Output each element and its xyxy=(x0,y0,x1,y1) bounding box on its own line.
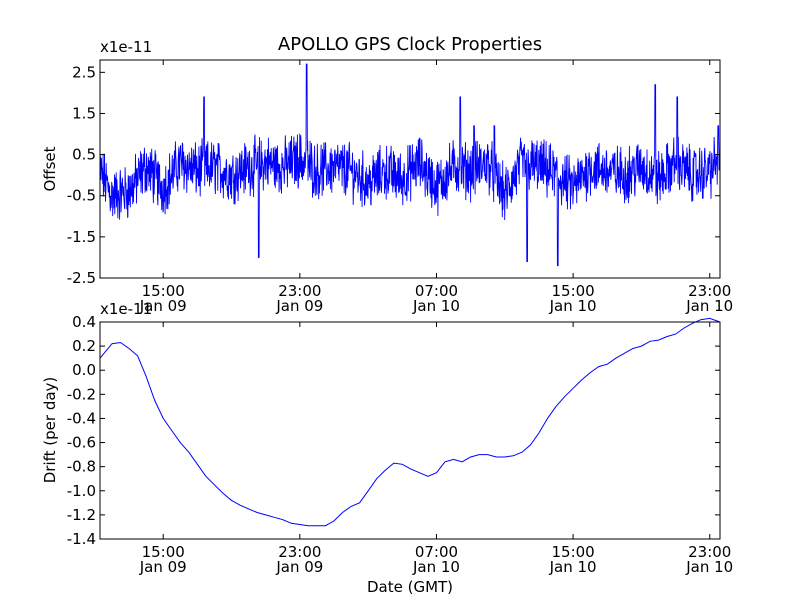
drift-xtick-date: Jan 10 xyxy=(549,558,597,576)
offset-xtick-date: Jan 09 xyxy=(139,297,187,315)
chart-title: APOLLO GPS Clock Properties xyxy=(278,34,542,55)
offset-ytick-label: 1.5 xyxy=(72,104,96,122)
drift-ytick-label: -1.0 xyxy=(67,482,96,500)
drift-series-group xyxy=(99,317,721,527)
offset-xtick-time: 15:00 xyxy=(551,282,594,300)
offset-xtick-time: 23:00 xyxy=(278,282,321,300)
drift-scale-label: x1e-11 xyxy=(100,300,152,318)
offset-scale-label: x1e-11 xyxy=(100,38,152,56)
drift-ytick-label: 0.2 xyxy=(72,337,96,355)
drift-xtick-date: Jan 10 xyxy=(412,558,460,576)
drift-axes-frame xyxy=(99,321,721,540)
drift-xtick-time: 23:00 xyxy=(688,543,731,561)
offset-ytick-label: -0.5 xyxy=(67,187,96,205)
offset-axes-frame xyxy=(99,59,721,279)
offset-xtick-date: Jan 10 xyxy=(549,297,597,315)
drift-yticks: 0.4 0.2 0.0 -0.2 -0.4 -0.6 -0.8 -1.0 -1.2 -1.4 xyxy=(67,313,720,548)
drift-xtick-time: 07:00 xyxy=(415,543,458,561)
drift-ytick-label: -0.6 xyxy=(67,434,96,452)
drift-series-line xyxy=(99,317,721,527)
offset-ytick-label: 2.5 xyxy=(72,63,96,81)
offset-xtick-date: Jan 09 xyxy=(275,297,323,315)
offset-xtick-time: 15:00 xyxy=(142,282,185,300)
offset-series-line xyxy=(99,63,721,267)
offset-ytick-label: -2.5 xyxy=(67,269,96,287)
offset-ytick-label: 0.5 xyxy=(72,146,96,164)
drift-ytick-label: -1.4 xyxy=(67,530,96,548)
drift-xtick-date: Jan 09 xyxy=(139,558,187,576)
offset-xtick-date: Jan 10 xyxy=(412,297,460,315)
offset-xtick-time: 07:00 xyxy=(415,282,458,300)
offset-ylabel: Offset xyxy=(41,146,59,191)
offset-yticks: 2.5 1.5 0.5 -0.5 -1.5 -2.5 xyxy=(67,63,720,287)
offset-ytick-label: -1.5 xyxy=(67,228,96,246)
drift-xtick-time: 23:00 xyxy=(278,543,321,561)
drift-ytick-label: -0.2 xyxy=(67,385,96,403)
drift-xtick-date: Jan 09 xyxy=(275,558,323,576)
drift-ylabel: Drift (per day) xyxy=(41,377,59,484)
offset-xtick-time: 23:00 xyxy=(688,282,731,300)
x-axis-label: Date (GMT) xyxy=(367,578,453,596)
offset-xtick-date: Jan 10 xyxy=(685,297,733,315)
drift-ytick-label: 0.0 xyxy=(72,361,96,379)
drift-subplot: 0.4 0.2 0.0 -0.2 -0.4 -0.6 -0.8 -1.0 -1.2 -1.4 15… xyxy=(41,300,733,576)
drift-ytick-label: -0.8 xyxy=(67,458,96,476)
drift-xtick-time: 15:00 xyxy=(551,543,594,561)
drift-ytick-label: 0.4 xyxy=(72,313,96,331)
drift-xtick-date: Jan 10 xyxy=(685,558,733,576)
drift-ytick-label: -1.2 xyxy=(67,506,96,524)
offset-series-group xyxy=(99,63,721,267)
drift-ytick-label: -0.4 xyxy=(67,409,96,427)
drift-xtick-time: 15:00 xyxy=(142,543,185,561)
